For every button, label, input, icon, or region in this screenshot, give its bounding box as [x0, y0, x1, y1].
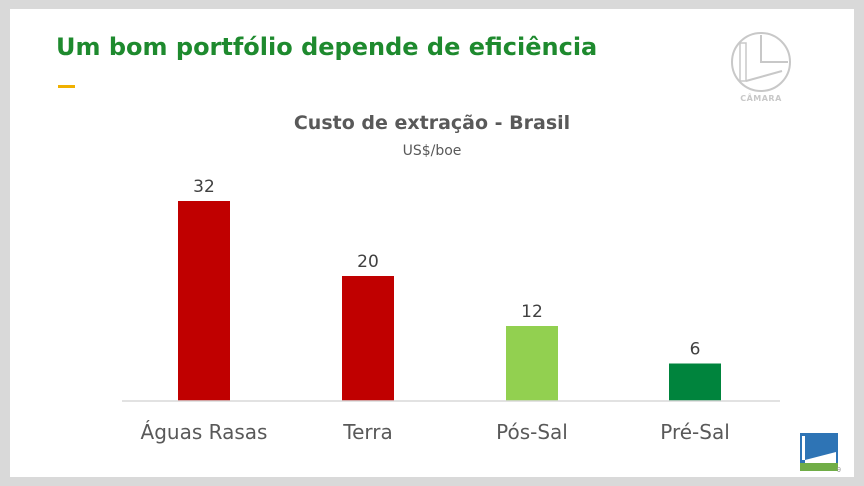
bar-1 [342, 276, 394, 401]
camara-logo: CÂMARA [730, 31, 800, 107]
page-number: 9 [837, 467, 841, 474]
chart-subtitle: US$/boe [402, 143, 462, 159]
logo-text: CÂMARA [740, 94, 782, 103]
data-label-0: 32 [193, 177, 215, 197]
title-accent-bar [58, 85, 75, 88]
category-label-1: Terra [342, 420, 392, 444]
bar-2 [506, 326, 558, 401]
corner-logo-icon [800, 432, 838, 472]
bar-chart: 32 Águas Rasas 20 Terra 12 Pós-Sal 6 Pré-Sal [122, 177, 780, 444]
category-label-0: Águas Rasas [141, 420, 268, 444]
corner-logo [800, 432, 838, 472]
category-label-3: Pré-Sal [660, 420, 730, 444]
category-label-2: Pós-Sal [496, 420, 568, 444]
slide-title: Um bom portfólio depende de eficiência [56, 33, 598, 61]
data-label-2: 12 [521, 302, 543, 322]
bar-3 [669, 363, 721, 401]
data-label-1: 20 [357, 252, 379, 272]
slide: Um bom portfólio depende de eficiência C… [10, 9, 854, 477]
data-label-3: 6 [690, 340, 701, 360]
bar-0 [178, 201, 230, 401]
camara-logo-mark [731, 32, 791, 92]
chart-title: Custo de extração - Brasil [293, 112, 571, 134]
